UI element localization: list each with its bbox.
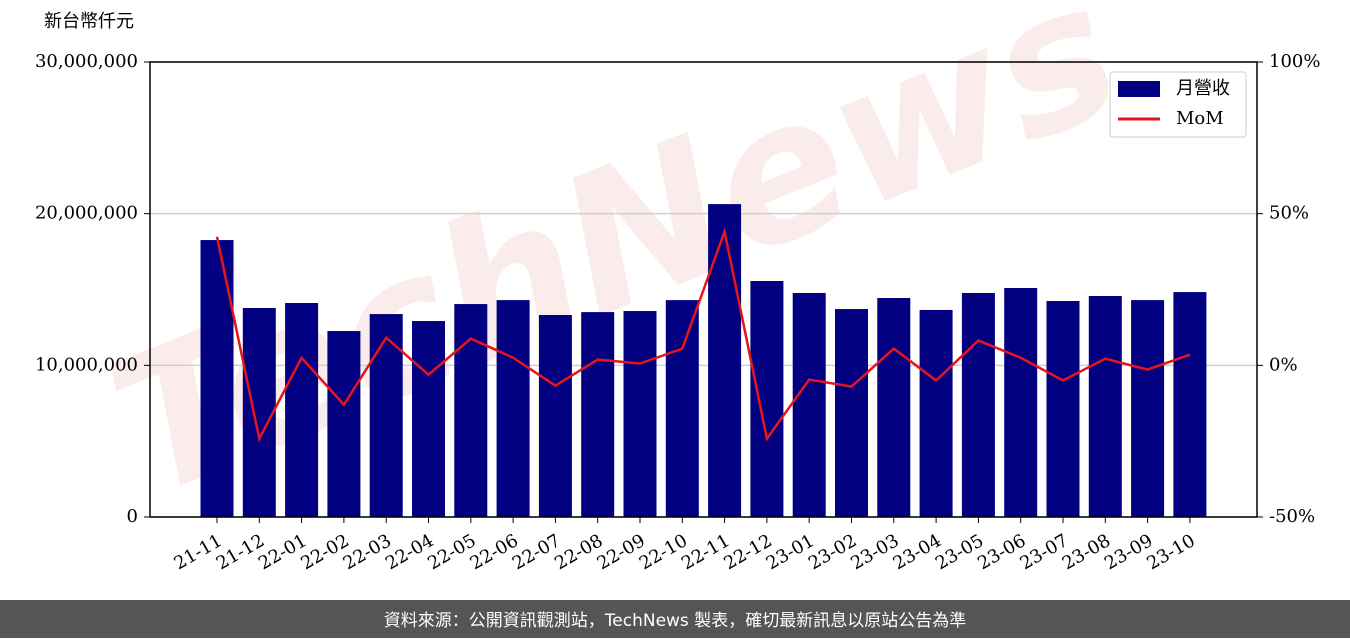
- legend-label: 月營收: [1176, 78, 1230, 99]
- y2-tick-label: 50%: [1269, 203, 1309, 224]
- bar: [1004, 287, 1038, 517]
- y-axis-label: 新台幣仟元: [44, 11, 134, 32]
- line: [215, 226, 1191, 443]
- bar: [665, 300, 699, 517]
- bar: [327, 331, 361, 517]
- y2-tick-label: 100%: [1269, 51, 1320, 72]
- bar: [1088, 296, 1122, 517]
- legend: 月營收 MoM: [1109, 71, 1247, 138]
- bar: [750, 281, 784, 517]
- bar: [581, 312, 615, 517]
- y-tick-label: 0: [127, 506, 138, 527]
- bar: [792, 292, 826, 517]
- bar: [961, 292, 995, 517]
- x-tick-label: 23-10: [1143, 530, 1198, 574]
- bar: [538, 314, 572, 517]
- bar: [454, 304, 488, 517]
- legend-label: MoM: [1176, 108, 1224, 129]
- bar: [369, 314, 403, 517]
- bar: [877, 297, 911, 517]
- footer-bar: [0, 600, 1350, 638]
- bar: [623, 311, 657, 517]
- plot-frame: [149, 61, 1258, 518]
- bar: [200, 240, 234, 517]
- bar: [1173, 292, 1207, 517]
- y-tick-label: 30,000,000: [35, 51, 138, 72]
- bar: [835, 309, 868, 517]
- bar: [242, 308, 276, 517]
- bar: [708, 204, 742, 517]
- bar: [1131, 300, 1165, 517]
- y-tick-label: 20,000,000: [35, 203, 138, 224]
- legend-swatch: [1118, 81, 1160, 97]
- bar: [1046, 301, 1080, 517]
- bar: [412, 321, 445, 517]
- y2-tick-label: 0%: [1269, 354, 1298, 375]
- footer: 資料來源：公開資訊觀測站，TechNews 製表，確切最新訊息以原站公告為準: [384, 611, 966, 631]
- y-tick-label: 10,000,000: [35, 354, 138, 375]
- bar: [285, 302, 319, 517]
- bar: [496, 300, 530, 517]
- bar: [919, 309, 953, 517]
- y2-tick-label: -50%: [1269, 506, 1315, 527]
